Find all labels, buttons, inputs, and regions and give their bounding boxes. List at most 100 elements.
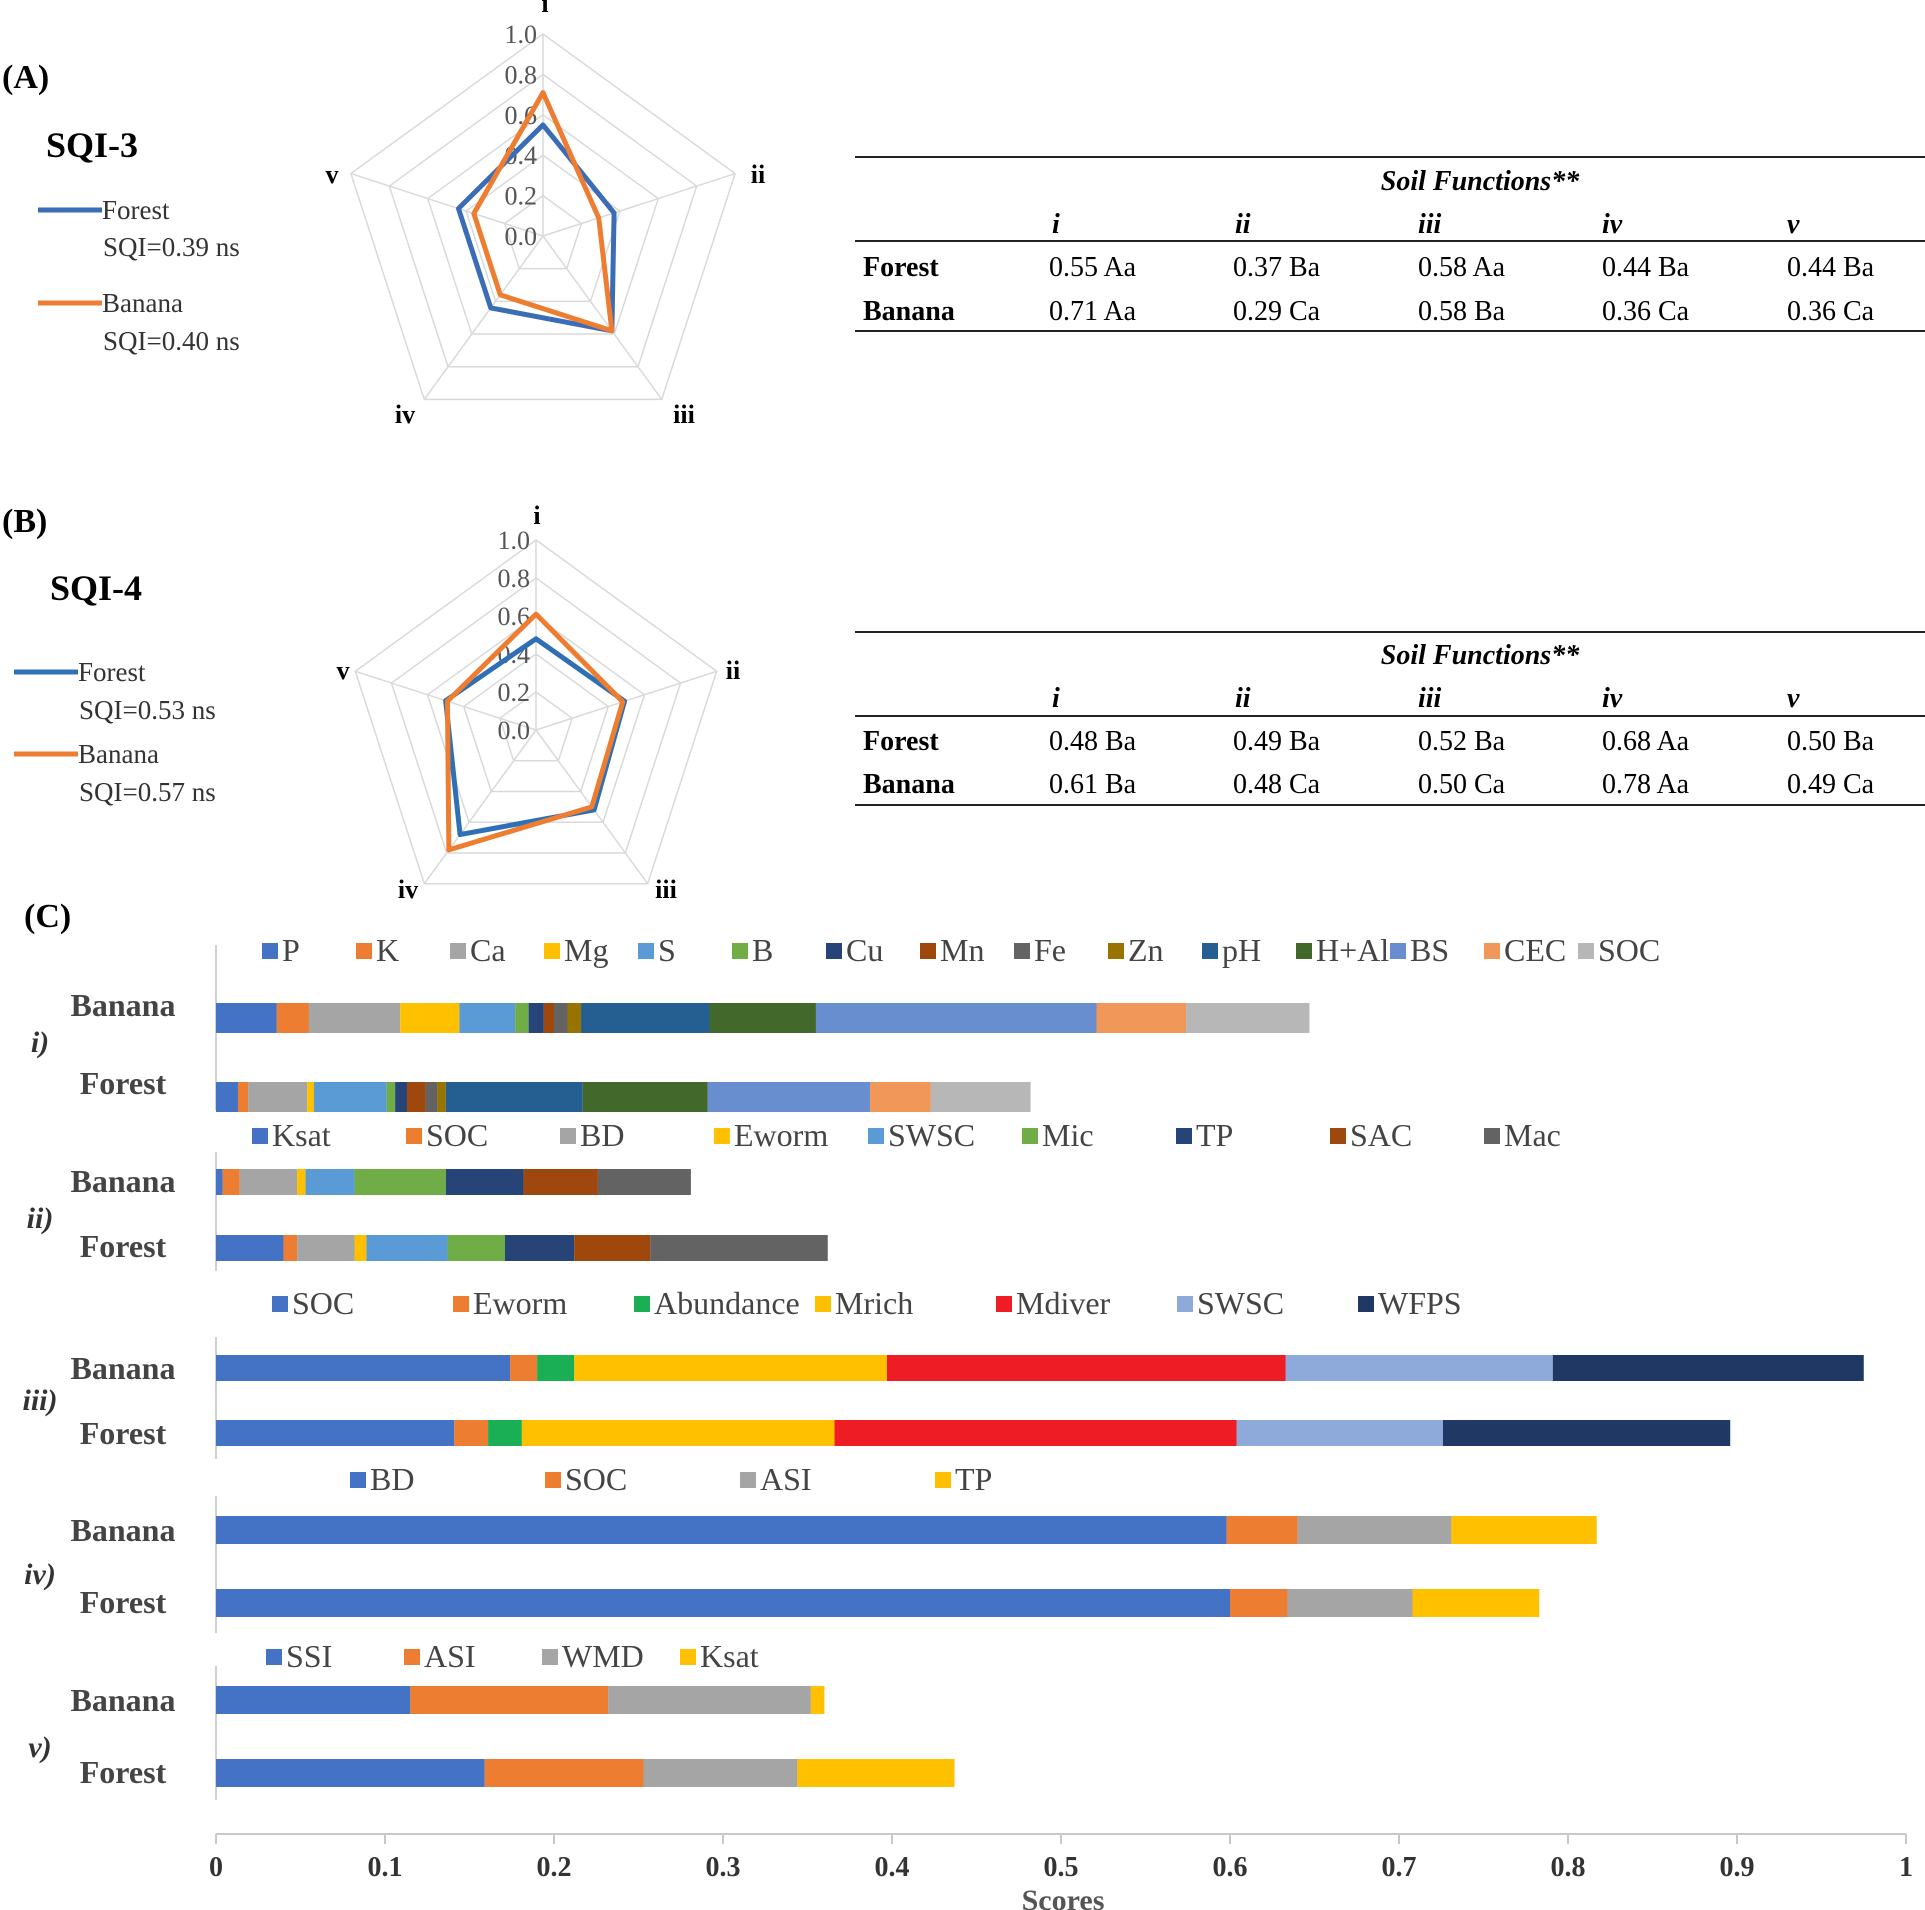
legend-item-b: B xyxy=(752,932,773,968)
panel-a-label: (A) xyxy=(2,59,49,96)
radar-spoke xyxy=(350,172,544,237)
legend-swatch-ssi xyxy=(266,1649,282,1665)
bar-category-label: Banana xyxy=(71,1163,176,1199)
table-cell: 0.71 Aa xyxy=(1049,296,1137,327)
x-tick-label: 0.8 xyxy=(1551,1852,1586,1883)
x-tick-label: 0.6 xyxy=(1213,1852,1248,1883)
legend-item-soc: SOC xyxy=(565,1461,627,1497)
legend-swatch-soc xyxy=(1578,943,1594,959)
legend-forest-name: Forest xyxy=(78,657,146,687)
x-axis-title: Scores xyxy=(1022,1884,1105,1910)
bar-segment-banana-mrich xyxy=(574,1355,887,1381)
bar-segment-forest-zn xyxy=(437,1082,446,1112)
legend-swatch-ph xyxy=(1202,943,1218,959)
table-row-forest-label: Forest xyxy=(863,252,939,283)
table-cell: 0.58 Ba xyxy=(1418,296,1506,327)
legend-swatch-p xyxy=(262,943,278,959)
bar-segment-forest-asi xyxy=(484,1759,644,1787)
panel-b-table: Soil Functions** i ii iii iv v Forest 0.… xyxy=(855,631,1925,806)
bar-segment-forest-mac xyxy=(650,1235,828,1261)
bar-segment-forest-tp xyxy=(504,1235,575,1261)
bar-segment-forest-h+al xyxy=(582,1082,708,1112)
group-label: iii) xyxy=(23,1384,58,1417)
radar-grid-ring xyxy=(498,691,574,762)
bar-segment-banana-ca xyxy=(308,1003,401,1033)
legend-item-swsc: SWSC xyxy=(1197,1285,1284,1321)
bar-segment-banana-s xyxy=(459,1003,516,1033)
radar-axis-label: ii xyxy=(726,656,740,685)
bar-segment-forest-bd xyxy=(297,1235,355,1261)
table-cell: 0.50 Ba xyxy=(1787,726,1875,757)
bar-segment-forest-ksat xyxy=(797,1759,955,1787)
table-cell: 0.49 Ca xyxy=(1787,769,1875,800)
legend-item-p: P xyxy=(282,932,300,968)
radar-axis-label: i xyxy=(541,0,548,18)
legend-swatch-asi xyxy=(404,1649,420,1665)
legend-swatch-mac xyxy=(1484,1128,1500,1144)
legend-item-sac: SAC xyxy=(1350,1117,1412,1153)
radar-grid-ring xyxy=(354,539,718,885)
legend-swatch-ksat xyxy=(252,1128,268,1144)
legend-item-fe: Fe xyxy=(1034,932,1066,968)
table-row-banana-label: Banana xyxy=(863,296,955,327)
panel-b-legend: Forest SQI=0.53 ns Banana SQI=0.57 ns xyxy=(14,657,216,807)
radar-axis-label: iv xyxy=(398,875,418,904)
bar-category-label: Forest xyxy=(80,1065,167,1101)
bar-segment-banana-asi xyxy=(410,1686,609,1714)
bar-segment-banana-bs xyxy=(815,1003,1097,1033)
table-cell: 0.49 Ba xyxy=(1233,726,1321,757)
legend-swatch-tp xyxy=(935,1472,951,1488)
table-row-banana-label: Banana xyxy=(863,769,955,800)
bar-segment-forest-eworm xyxy=(354,1235,367,1261)
panel-a: (A) SQI-3 Forest SQI=0.39 ns Banana SQI=… xyxy=(2,0,1925,429)
x-tick-label: 0.9 xyxy=(1720,1852,1755,1883)
legend-item-soc: SOC xyxy=(292,1285,354,1321)
group-label: iv) xyxy=(24,1558,56,1591)
bar-category-label: Banana xyxy=(71,1682,176,1718)
bar-segment-banana-cec xyxy=(1096,1003,1187,1033)
legend-item-wmd: WMD xyxy=(562,1638,644,1674)
legend-item-bd: BD xyxy=(370,1461,414,1497)
legend-swatch-ksat xyxy=(680,1649,696,1665)
panel-c: (C) P K Ca Mg S B Cu Mn Fe Zn pH H+Al BS CEC SOC Banana… xyxy=(23,898,1914,1910)
legend-swatch-eworm xyxy=(714,1128,730,1144)
bar-segment-banana-soc xyxy=(216,1355,511,1381)
table-cell: 0.50 Ca xyxy=(1418,769,1506,800)
bar-segment-banana-tp xyxy=(445,1169,524,1195)
bar-segment-banana-swsc xyxy=(305,1169,355,1195)
radar-tick-label: 0.8 xyxy=(505,60,538,89)
legend-swatch-wmd xyxy=(542,1649,558,1665)
radar-spoke xyxy=(542,172,736,237)
bar-segment-forest-asi xyxy=(1287,1589,1413,1617)
radar-axis-label: i xyxy=(533,501,540,530)
table-cell: 0.61 Ba xyxy=(1049,769,1137,800)
table-cell: 0.29 Ca xyxy=(1233,296,1321,327)
bar-segment-forest-eworm xyxy=(454,1420,489,1446)
legend-item-mg: Mg xyxy=(564,932,608,968)
bar-segment-banana-mic xyxy=(354,1169,446,1195)
radar-series-banana xyxy=(471,90,615,334)
bar-segment-forest-mic xyxy=(447,1235,505,1261)
table-title: Soil Functions** xyxy=(1381,640,1580,671)
legend-item-cec: CEC xyxy=(1504,932,1566,968)
radar-series-banana xyxy=(444,611,626,853)
bar-segment-forest-sac xyxy=(574,1235,651,1261)
legend-item-mdiver: Mdiver xyxy=(1016,1285,1111,1321)
legend-swatch-tp xyxy=(1176,1128,1192,1144)
legend-item-tp: TP xyxy=(955,1461,992,1497)
legend-item-bd: BD xyxy=(580,1117,624,1153)
bar-segment-banana-ksat xyxy=(216,1169,223,1195)
bar-segment-banana-h+al xyxy=(709,1003,816,1033)
legend-item-mrich: Mrich xyxy=(835,1285,913,1321)
radar-axis-label: iii xyxy=(673,400,695,429)
table-col-ii: ii xyxy=(1235,209,1251,240)
panel-a-title: SQI-3 xyxy=(46,125,138,165)
bar-segment-forest-soc xyxy=(283,1235,298,1261)
legend-banana-name: Banana xyxy=(102,288,183,318)
legend-banana-name: Banana xyxy=(78,739,159,769)
table-row-forest-label: Forest xyxy=(863,726,939,757)
legend-item-wfps: WFPS xyxy=(1378,1285,1462,1321)
x-tick-label: 0.7 xyxy=(1382,1852,1417,1883)
